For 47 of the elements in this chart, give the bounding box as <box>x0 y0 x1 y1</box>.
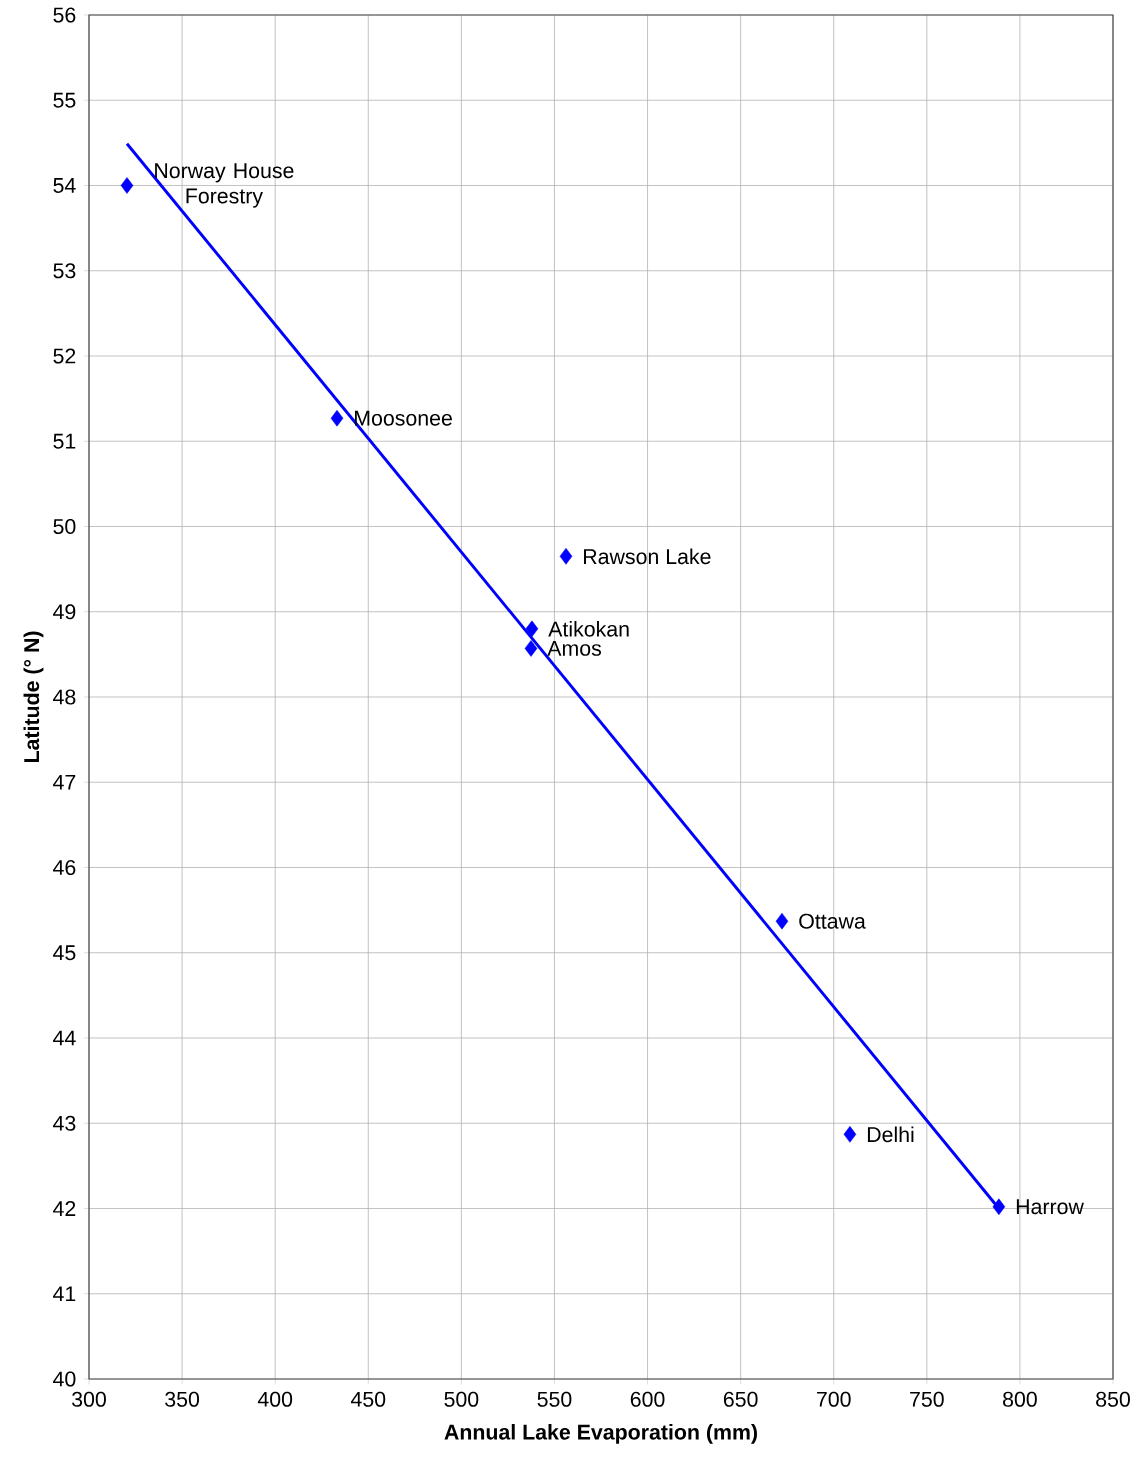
point <box>843 1126 857 1143</box>
point <box>330 409 344 427</box>
y-tick-label: 53 <box>53 263 76 279</box>
y-tick-label: 50 <box>53 518 76 535</box>
point <box>120 177 134 194</box>
point <box>525 620 539 638</box>
x-tick-label: 450 <box>350 1391 386 1407</box>
annotation: Harrow <box>1016 1199 1084 1215</box>
annotation: Moosonee <box>355 410 452 426</box>
annotation: Amos <box>547 640 602 656</box>
y-tick-label: 56 <box>53 7 76 23</box>
y-tick-label: 42 <box>53 1201 76 1216</box>
x-tick-label: 800 <box>1003 1391 1037 1407</box>
point <box>559 548 573 565</box>
y-tick-label: 40 <box>53 1371 76 1387</box>
x-tick-label: 700 <box>817 1391 851 1407</box>
annotation: Rawson Lake <box>584 548 711 565</box>
y-tick-label: 51 <box>53 433 76 449</box>
y-tick-label: 46 <box>53 859 76 876</box>
point <box>775 912 789 930</box>
y-tick-label: 44 <box>53 1030 76 1046</box>
x-tick-label: 650 <box>723 1391 758 1407</box>
y-tick-label: 43 <box>53 1115 76 1131</box>
x-tick-label: 550 <box>537 1391 572 1407</box>
y-axis-title: Latitude (° N) <box>23 631 44 763</box>
x-axis-title: Annual Lake Evaporation (mm) <box>444 1423 757 1444</box>
x-tick-label: 850 <box>1096 1391 1130 1407</box>
annotation: Delhi <box>867 1126 914 1143</box>
point <box>992 1198 1006 1216</box>
y-tick-label: 41 <box>53 1286 76 1302</box>
y-tick-label: 45 <box>53 945 76 961</box>
x-tick-label: 750 <box>910 1391 944 1407</box>
x-tick-label: 600 <box>630 1391 665 1407</box>
y-tick-label: 48 <box>53 689 76 705</box>
annotation: Atikokan <box>548 620 629 637</box>
y-tick-label: 47 <box>53 774 76 790</box>
y-tick-label: 54 <box>53 178 76 193</box>
x-tick-label: 350 <box>165 1391 200 1407</box>
annotation: Norway House Forestry <box>155 163 294 208</box>
y-tick-label: 55 <box>53 92 76 108</box>
x-tick-label: 300 <box>72 1391 106 1407</box>
x-tick-label: 500 <box>444 1391 479 1407</box>
x-tick-label: 400 <box>257 1391 293 1407</box>
annotation: Ottawa <box>799 913 866 929</box>
y-tick-label: 49 <box>53 604 76 620</box>
y-tick-label: 52 <box>53 348 76 364</box>
point <box>524 640 538 657</box>
